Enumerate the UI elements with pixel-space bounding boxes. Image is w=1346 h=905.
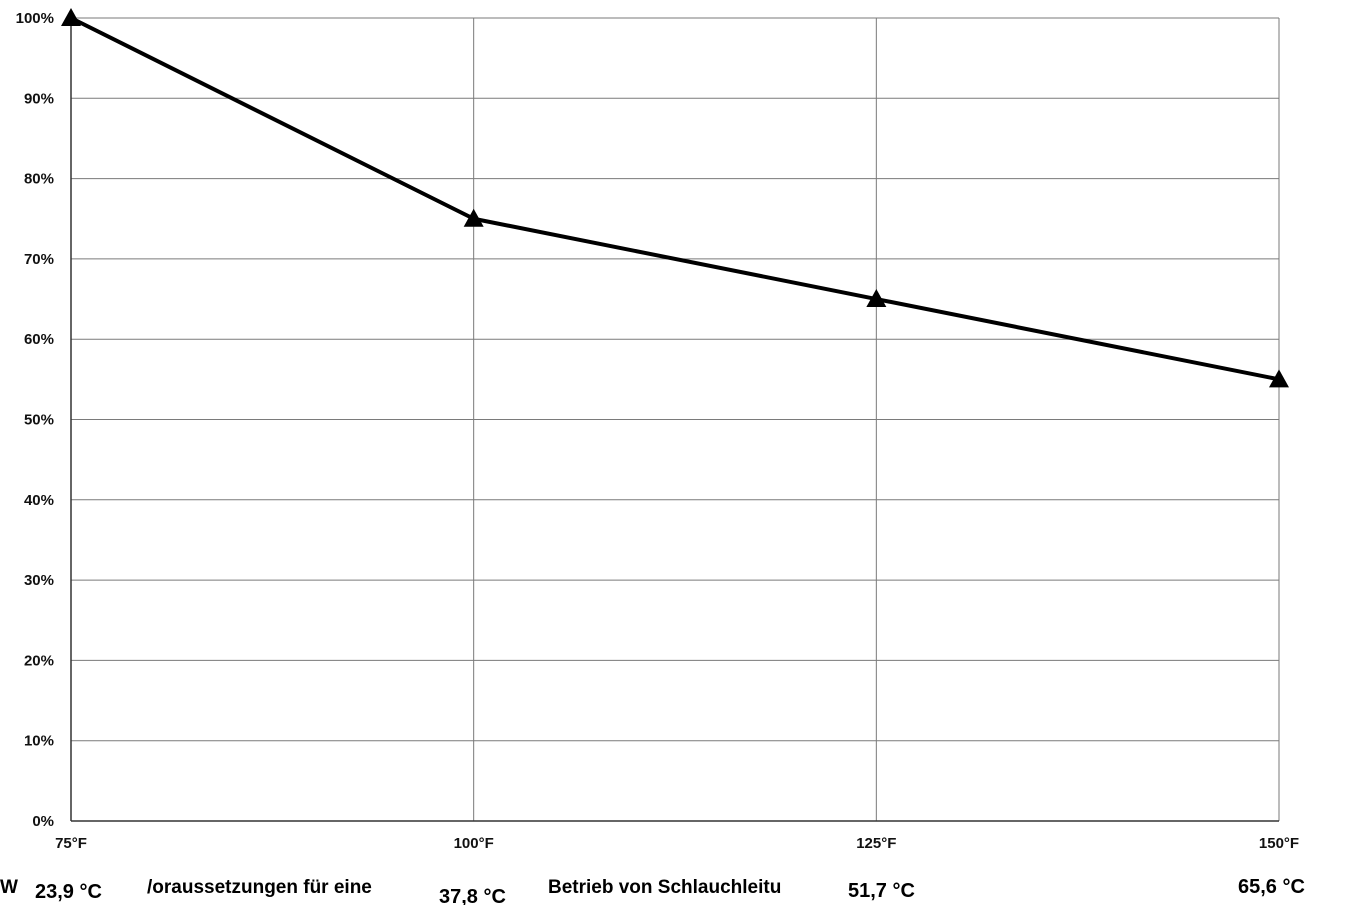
background-caption-fragment: W	[0, 877, 18, 898]
y-axis-ticks: 0% 10% 20% 30% 40% 50% 60% 70% 80% 90% 100%	[16, 10, 54, 830]
celsius-label: 23,9 °C	[35, 881, 102, 903]
y-tick-label: 30%	[24, 572, 54, 589]
data-point-marker	[463, 208, 484, 227]
y-tick-label: 20%	[24, 652, 54, 669]
x-axis-ticks: 75°F 100°F 125°F 150°F	[55, 835, 1299, 852]
celsius-label-backdrop	[29, 876, 121, 904]
celsius-label: 51,7 °C	[848, 880, 915, 902]
data-point-marker	[866, 289, 887, 308]
y-tick-label: 0%	[32, 813, 54, 830]
series	[61, 8, 1289, 388]
background-caption-fragment: Betrieb von Schlauchleitu	[548, 877, 781, 898]
y-tick-label: 70%	[24, 251, 54, 268]
data-point-marker	[61, 8, 81, 26]
background-caption-fragment: /oraussetzungen für eine	[147, 877, 372, 898]
grid	[70, 17, 1280, 822]
y-tick-label: 100%	[16, 10, 54, 27]
y-tick-label: 50%	[24, 412, 54, 429]
celsius-labels: 23,9 °C 37,8 °C 51,7 °C 65,6 °C	[29, 871, 1324, 905]
celsius-label-backdrop	[433, 881, 525, 905]
x-tick-label: 75°F	[55, 835, 87, 852]
y-tick-label: 80%	[24, 171, 54, 188]
data-point-marker	[1269, 369, 1289, 388]
y-tick-label: 10%	[24, 733, 54, 750]
celsius-label-backdrop	[1232, 871, 1324, 899]
background-caption: W/oraussetzungen für eine Betrieb von Sch…	[0, 877, 781, 898]
y-tick-label: 40%	[24, 492, 54, 509]
celsius-label: 37,8 °C	[439, 886, 506, 905]
y-tick-label: 90%	[24, 90, 54, 107]
x-tick-label: 125°F	[856, 835, 896, 852]
x-tick-label: 100°F	[454, 835, 494, 852]
celsius-label: 65,6 °C	[1238, 876, 1305, 898]
y-tick-label: 60%	[24, 331, 54, 348]
celsius-label-backdrop	[842, 875, 934, 903]
series-line	[70, 16, 1280, 382]
x-tick-label: 150°F	[1259, 835, 1299, 852]
